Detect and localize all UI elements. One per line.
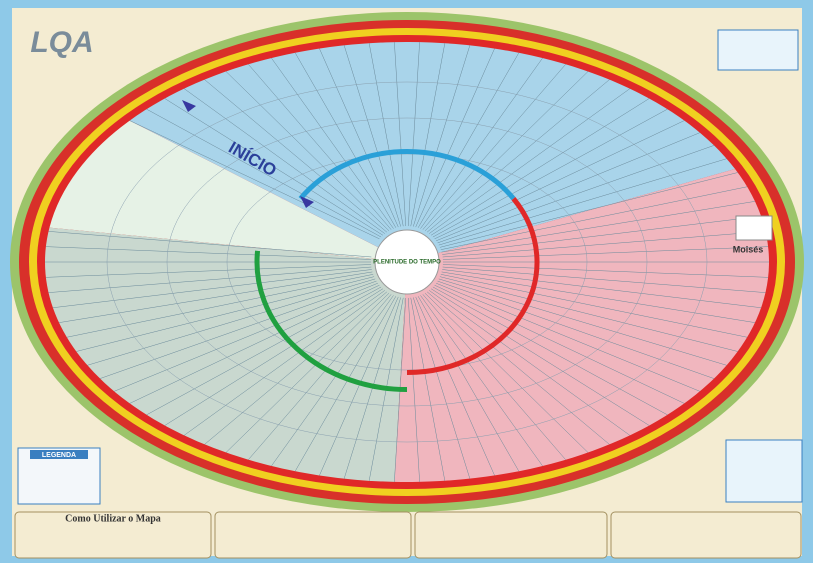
poster: LQA INÍCIO PLENITUDE DO TEMPO Moisés LEG…: [0, 0, 813, 563]
center-label: PLENITUDE DO TEMPO: [373, 260, 441, 266]
footer-panel: [215, 512, 411, 558]
logo: LQA: [30, 26, 93, 59]
person-label: Moisés: [733, 244, 764, 254]
note-box: [726, 440, 802, 502]
footer-panel: [415, 512, 607, 558]
picture: [736, 216, 772, 240]
legend-title: LEGENDA: [42, 452, 76, 459]
footer-panel: [611, 512, 801, 558]
footer-title: Como Utilizar o Mapa: [65, 513, 161, 524]
contact-box: [718, 30, 798, 70]
